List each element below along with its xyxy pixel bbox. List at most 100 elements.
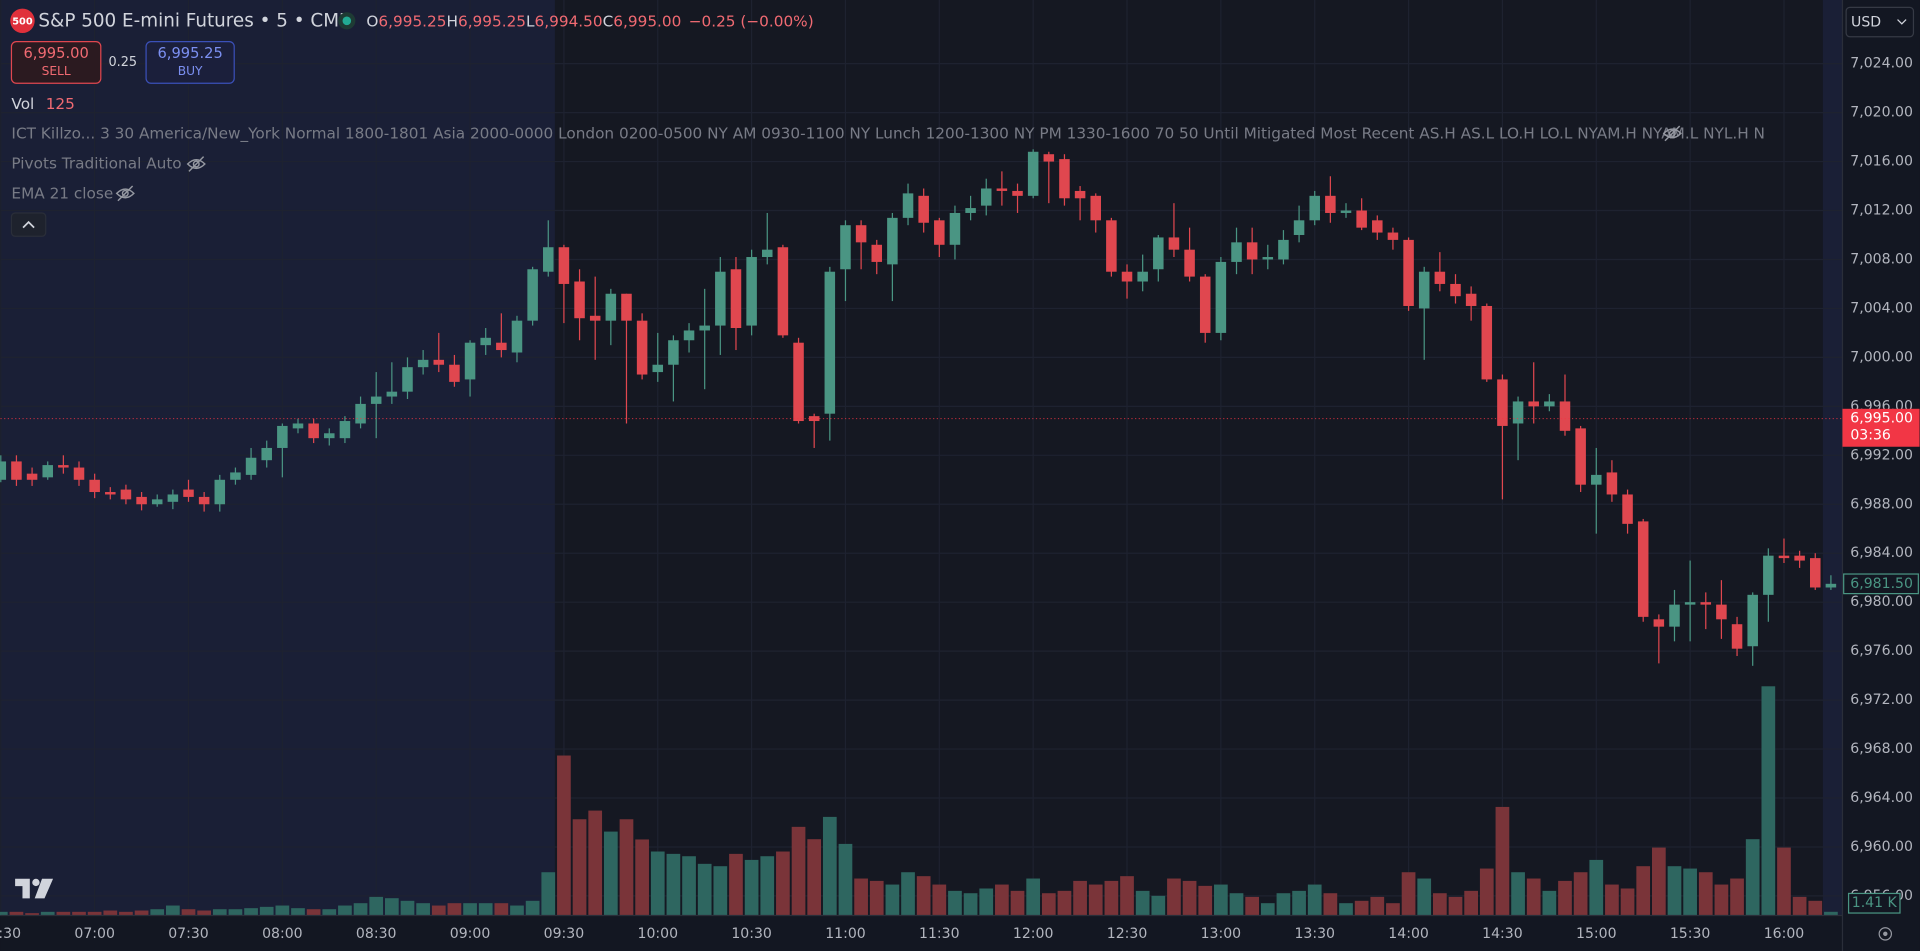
y-tick-label: 7,020.00 — [1850, 105, 1913, 121]
y-tick-label: 6,980.00 — [1850, 594, 1913, 610]
volume-bar — [557, 755, 571, 916]
volume-bar — [729, 853, 743, 916]
y-tick-label: 6,960.00 — [1850, 839, 1913, 855]
candle-body — [855, 225, 867, 243]
volume-bar — [1198, 885, 1213, 916]
candle-body — [1575, 428, 1586, 485]
candle-body — [511, 320, 523, 353]
volume-bar — [275, 905, 290, 916]
candle-body — [1059, 159, 1070, 199]
candle-body — [1372, 220, 1383, 233]
candle-body — [871, 244, 883, 262]
x-tick-label: 15:30 — [1670, 926, 1711, 942]
volume-bar — [1401, 872, 1416, 916]
volume-bar — [1370, 896, 1385, 916]
volume-bar — [650, 851, 665, 916]
volume-bar — [1636, 866, 1651, 916]
currency-button[interactable] — [1845, 6, 1915, 38]
volume-bar — [838, 843, 853, 916]
volume-bar — [1824, 911, 1838, 916]
candle-body — [58, 465, 69, 468]
candle-body — [370, 396, 382, 404]
volume-bar — [948, 890, 962, 916]
candle-body — [965, 208, 976, 213]
volume-bar — [1808, 900, 1823, 916]
volume-bar — [869, 880, 884, 916]
volume-bar — [776, 851, 790, 916]
settings-icon[interactable] — [1878, 927, 1893, 941]
time-axis — [0, 915, 1843, 951]
volume-bar — [901, 872, 915, 916]
candle-body — [902, 193, 914, 218]
x-tick-label: 11:30 — [919, 926, 960, 942]
volume-bar — [713, 866, 728, 916]
candle-body — [402, 367, 413, 392]
volume-bar — [744, 859, 759, 916]
candle-body — [1747, 594, 1758, 647]
candle-body — [996, 188, 1008, 191]
candle-body — [1731, 624, 1743, 649]
ohlc-value: 6,995.00 — [613, 12, 681, 30]
candle-body — [1622, 494, 1633, 524]
sell-button[interactable] — [10, 41, 102, 84]
volume-bar — [463, 903, 477, 916]
x-tick-label: 13:30 — [1294, 926, 1335, 942]
x-tick-label: 12:00 — [1013, 926, 1054, 942]
volume-bar — [510, 905, 524, 916]
collapse-button[interactable] — [10, 212, 47, 237]
volume-bar — [119, 911, 133, 916]
volume-bar — [572, 819, 587, 916]
volume-bar — [369, 896, 384, 916]
volume-bar — [291, 908, 305, 916]
volume-bar — [1620, 888, 1635, 916]
volume-bar — [1135, 890, 1150, 916]
y-tick-label: 7,016.00 — [1850, 154, 1913, 170]
symbol: S&P 500 E-mini Futures • 5 • CME — [38, 10, 350, 31]
volume-bar — [1214, 884, 1228, 916]
hide-icon[interactable] — [1662, 125, 1682, 142]
buy-button[interactable] — [145, 41, 235, 84]
volume-bar — [1182, 880, 1197, 916]
volume-bar — [1464, 890, 1478, 916]
candle-body — [120, 489, 132, 500]
y-tick-label: 6,976.00 — [1850, 643, 1913, 659]
candle-body — [887, 217, 898, 265]
candle-body — [934, 220, 945, 245]
volume-bar — [197, 910, 211, 916]
volume-bar — [1448, 896, 1463, 916]
candle-body — [1418, 271, 1430, 309]
volume-bar — [932, 884, 947, 916]
candle-body — [558, 247, 570, 284]
hide-icon[interactable] — [186, 156, 206, 172]
y-tick-label: 6,984.00 — [1850, 545, 1913, 561]
volume-bar — [72, 911, 86, 916]
volume-bar — [87, 911, 102, 916]
candle-body — [355, 403, 366, 424]
volume-bar — [494, 903, 509, 916]
candle-body — [1153, 237, 1164, 270]
candle-body — [589, 315, 601, 321]
candle-body — [1199, 276, 1211, 333]
volume-bar — [212, 909, 227, 916]
candle-body — [1669, 604, 1680, 627]
hide-icon[interactable] — [115, 185, 135, 202]
candle-body — [574, 281, 585, 319]
candle-body — [1653, 619, 1665, 627]
candle-body — [1481, 305, 1493, 380]
volume-bar — [1323, 893, 1338, 916]
candle-body — [715, 271, 726, 326]
volume-bar — [1683, 868, 1697, 916]
currency-arrow — [1897, 19, 1907, 25]
candle-body — [73, 467, 85, 480]
session-shade — [0, 0, 555, 916]
volume-bar — [1730, 878, 1744, 916]
candle-body — [1340, 210, 1352, 213]
volume-bar — [1151, 895, 1166, 916]
candle-body — [918, 195, 929, 223]
candle-body — [761, 249, 773, 258]
indicator: ICT Killzo... 3 30 America/New_York Norm… — [11, 125, 1765, 144]
volume-bar — [979, 888, 994, 916]
y-tick-label: 6,988.00 — [1850, 496, 1913, 512]
x-tick-label: 08:00 — [262, 926, 303, 942]
